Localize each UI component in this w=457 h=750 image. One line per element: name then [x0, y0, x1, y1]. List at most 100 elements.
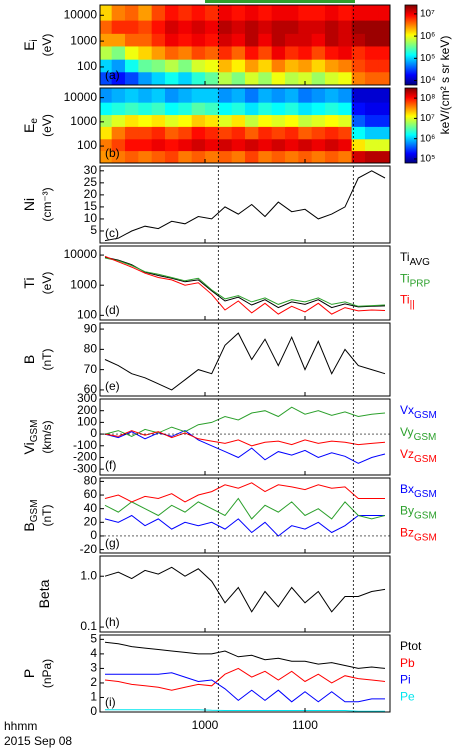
- y-unit: (eV): [40, 114, 54, 137]
- legend-entry: BxGSM: [400, 482, 437, 499]
- heatmap-cell: [311, 114, 326, 127]
- panel-frame: [99, 322, 391, 397]
- heatmap-cell: [138, 88, 153, 103]
- heatmap-cell: [338, 59, 353, 73]
- heatmap-cell: [351, 33, 366, 47]
- heatmap-cell: [378, 45, 390, 60]
- y-label-main: B: [21, 355, 37, 364]
- heatmap-cell: [111, 45, 126, 60]
- heatmap-cell: [338, 102, 353, 116]
- legend-entry: Pe: [400, 689, 415, 703]
- heatmap-cell: [165, 126, 179, 140]
- colorbar: [404, 87, 418, 164]
- heatmap-cell: [191, 114, 206, 127]
- heatmap-cell: [231, 71, 246, 86]
- heatmap-cell: [165, 20, 179, 34]
- series-line: [104, 430, 386, 464]
- heatmap-cell: [325, 33, 339, 47]
- legend-name: Vz: [400, 447, 414, 461]
- heatmap-cell: [231, 150, 246, 164]
- y-label: Ni: [21, 198, 37, 211]
- heatmap-cell: [285, 88, 299, 103]
- heatmap-cell: [245, 45, 259, 60]
- heatmap-cell: [351, 5, 366, 21]
- heatmap-cell: [191, 71, 206, 86]
- heatmap-cell: [245, 88, 259, 103]
- y-label-main: E: [21, 41, 37, 50]
- heatmap-cell: [165, 88, 179, 103]
- colorbar-tick-label: 10⁷: [420, 9, 435, 20]
- heatmap-cell: [258, 45, 273, 60]
- heatmap-cell: [231, 59, 246, 73]
- y-unit: (nT): [40, 349, 54, 371]
- y-label-main: B: [21, 522, 37, 531]
- y-label: Ee: [21, 118, 40, 133]
- y-label: Beta: [36, 579, 52, 608]
- heatmap-cell: [205, 138, 219, 152]
- heatmap-cell: [365, 59, 379, 73]
- heatmap-cell: [111, 5, 126, 21]
- y-tick-label: 1: [90, 690, 97, 704]
- heatmap-cell: [245, 33, 259, 47]
- heatmap-cell: [191, 5, 206, 21]
- heatmap-cell: [218, 138, 233, 152]
- series-line: [104, 255, 386, 315]
- date-label: 2015 Sep 08: [4, 734, 72, 748]
- heatmap-cell: [151, 126, 166, 140]
- heatmap-cell: [111, 138, 126, 152]
- y-label-main: P: [21, 669, 37, 678]
- heatmap-cell: [271, 150, 286, 164]
- y-tick-label: 70: [84, 362, 98, 376]
- heatmap-cell: [138, 150, 153, 164]
- heatmap-cell: [298, 5, 313, 21]
- heatmap-cell: [298, 102, 313, 116]
- heatmap-cell: [178, 45, 193, 60]
- heatmap-cell: [338, 71, 353, 86]
- heatmap-cell: [191, 126, 206, 140]
- legend-name: Pi: [400, 673, 411, 687]
- y-tick-label: 1000: [70, 277, 97, 291]
- legend-name: Pe: [400, 689, 415, 703]
- heatmap-cell: [258, 5, 273, 21]
- heatmap-cell: [205, 150, 219, 164]
- y-tick-label: -300: [73, 461, 97, 475]
- heatmap-cell: [151, 150, 166, 164]
- heatmap-cell: [111, 114, 126, 127]
- heatmap-cell: [191, 45, 206, 60]
- x-tick-label: 1000: [192, 718, 219, 732]
- colorbar-label: keV/(cm² s sr keV): [438, 36, 452, 135]
- heatmap-cell: [365, 150, 379, 164]
- series-line: [104, 332, 386, 391]
- y-label-main: Ni: [21, 198, 37, 211]
- y-tick-label: 80: [84, 474, 98, 488]
- y-tick-label: 10000: [64, 247, 98, 261]
- heatmap-cell: [325, 88, 339, 103]
- heatmap-cell: [231, 5, 246, 21]
- heatmap-cell: [218, 126, 233, 140]
- heatmap-cell: [271, 20, 286, 34]
- heatmap-cell: [165, 45, 179, 60]
- heatmap-cell: [378, 71, 390, 86]
- heatmap-cell: [271, 88, 286, 103]
- panel-frame: [99, 634, 391, 713]
- y-tick-label: 10000: [64, 7, 98, 21]
- heatmap-cell: [125, 138, 139, 152]
- heatmap-cell: [178, 102, 193, 116]
- heatmap-cell: [100, 5, 113, 21]
- x-label: hhmm: [4, 719, 37, 733]
- heatmap-cell: [205, 5, 219, 21]
- y-unit: (nPa): [40, 659, 54, 688]
- heatmap-cell: [138, 59, 153, 73]
- heatmap-cell: [351, 150, 366, 164]
- colorbar-tick-label: 10⁵: [420, 154, 435, 165]
- y-tick-label: 10000: [64, 90, 98, 104]
- heatmap-cell: [111, 102, 126, 116]
- heatmap-cell: [100, 114, 113, 127]
- heatmap-cell: [298, 45, 313, 60]
- heatmap-cell: [165, 59, 179, 73]
- heatmap-cell: [165, 138, 179, 152]
- heatmap-cell: [325, 71, 339, 86]
- heatmap-cell: [100, 138, 113, 152]
- series-line: [104, 406, 386, 437]
- heatmap-cell: [178, 71, 193, 86]
